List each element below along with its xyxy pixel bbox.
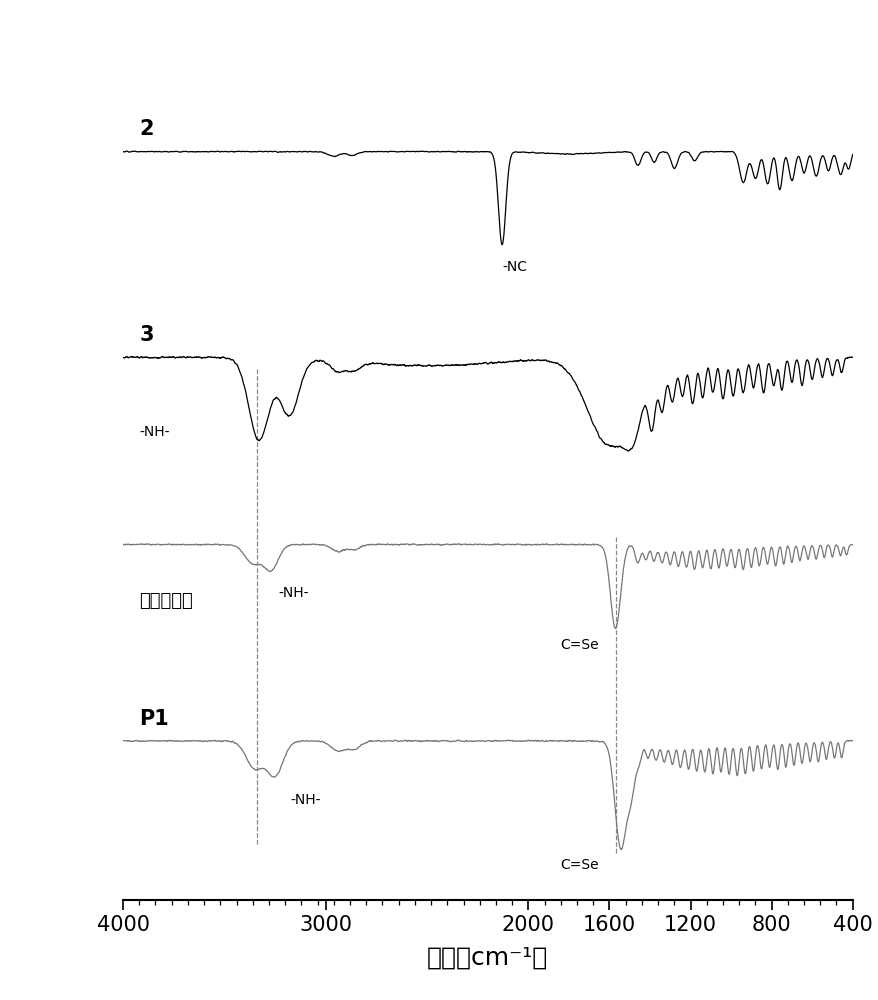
Text: C=Se: C=Se [560,858,599,872]
Text: C=Se: C=Se [560,638,599,652]
Text: -NH-: -NH- [290,793,320,807]
Text: -NH-: -NH- [277,586,308,600]
X-axis label: 波数（cm⁻¹）: 波数（cm⁻¹） [427,946,548,970]
Text: P1: P1 [139,709,169,729]
Text: -NH-: -NH- [139,425,169,439]
Text: 模型化合物: 模型化合物 [139,592,193,610]
Text: -NC: -NC [501,260,527,274]
Text: 3: 3 [139,325,154,345]
Text: 2: 2 [139,119,154,139]
